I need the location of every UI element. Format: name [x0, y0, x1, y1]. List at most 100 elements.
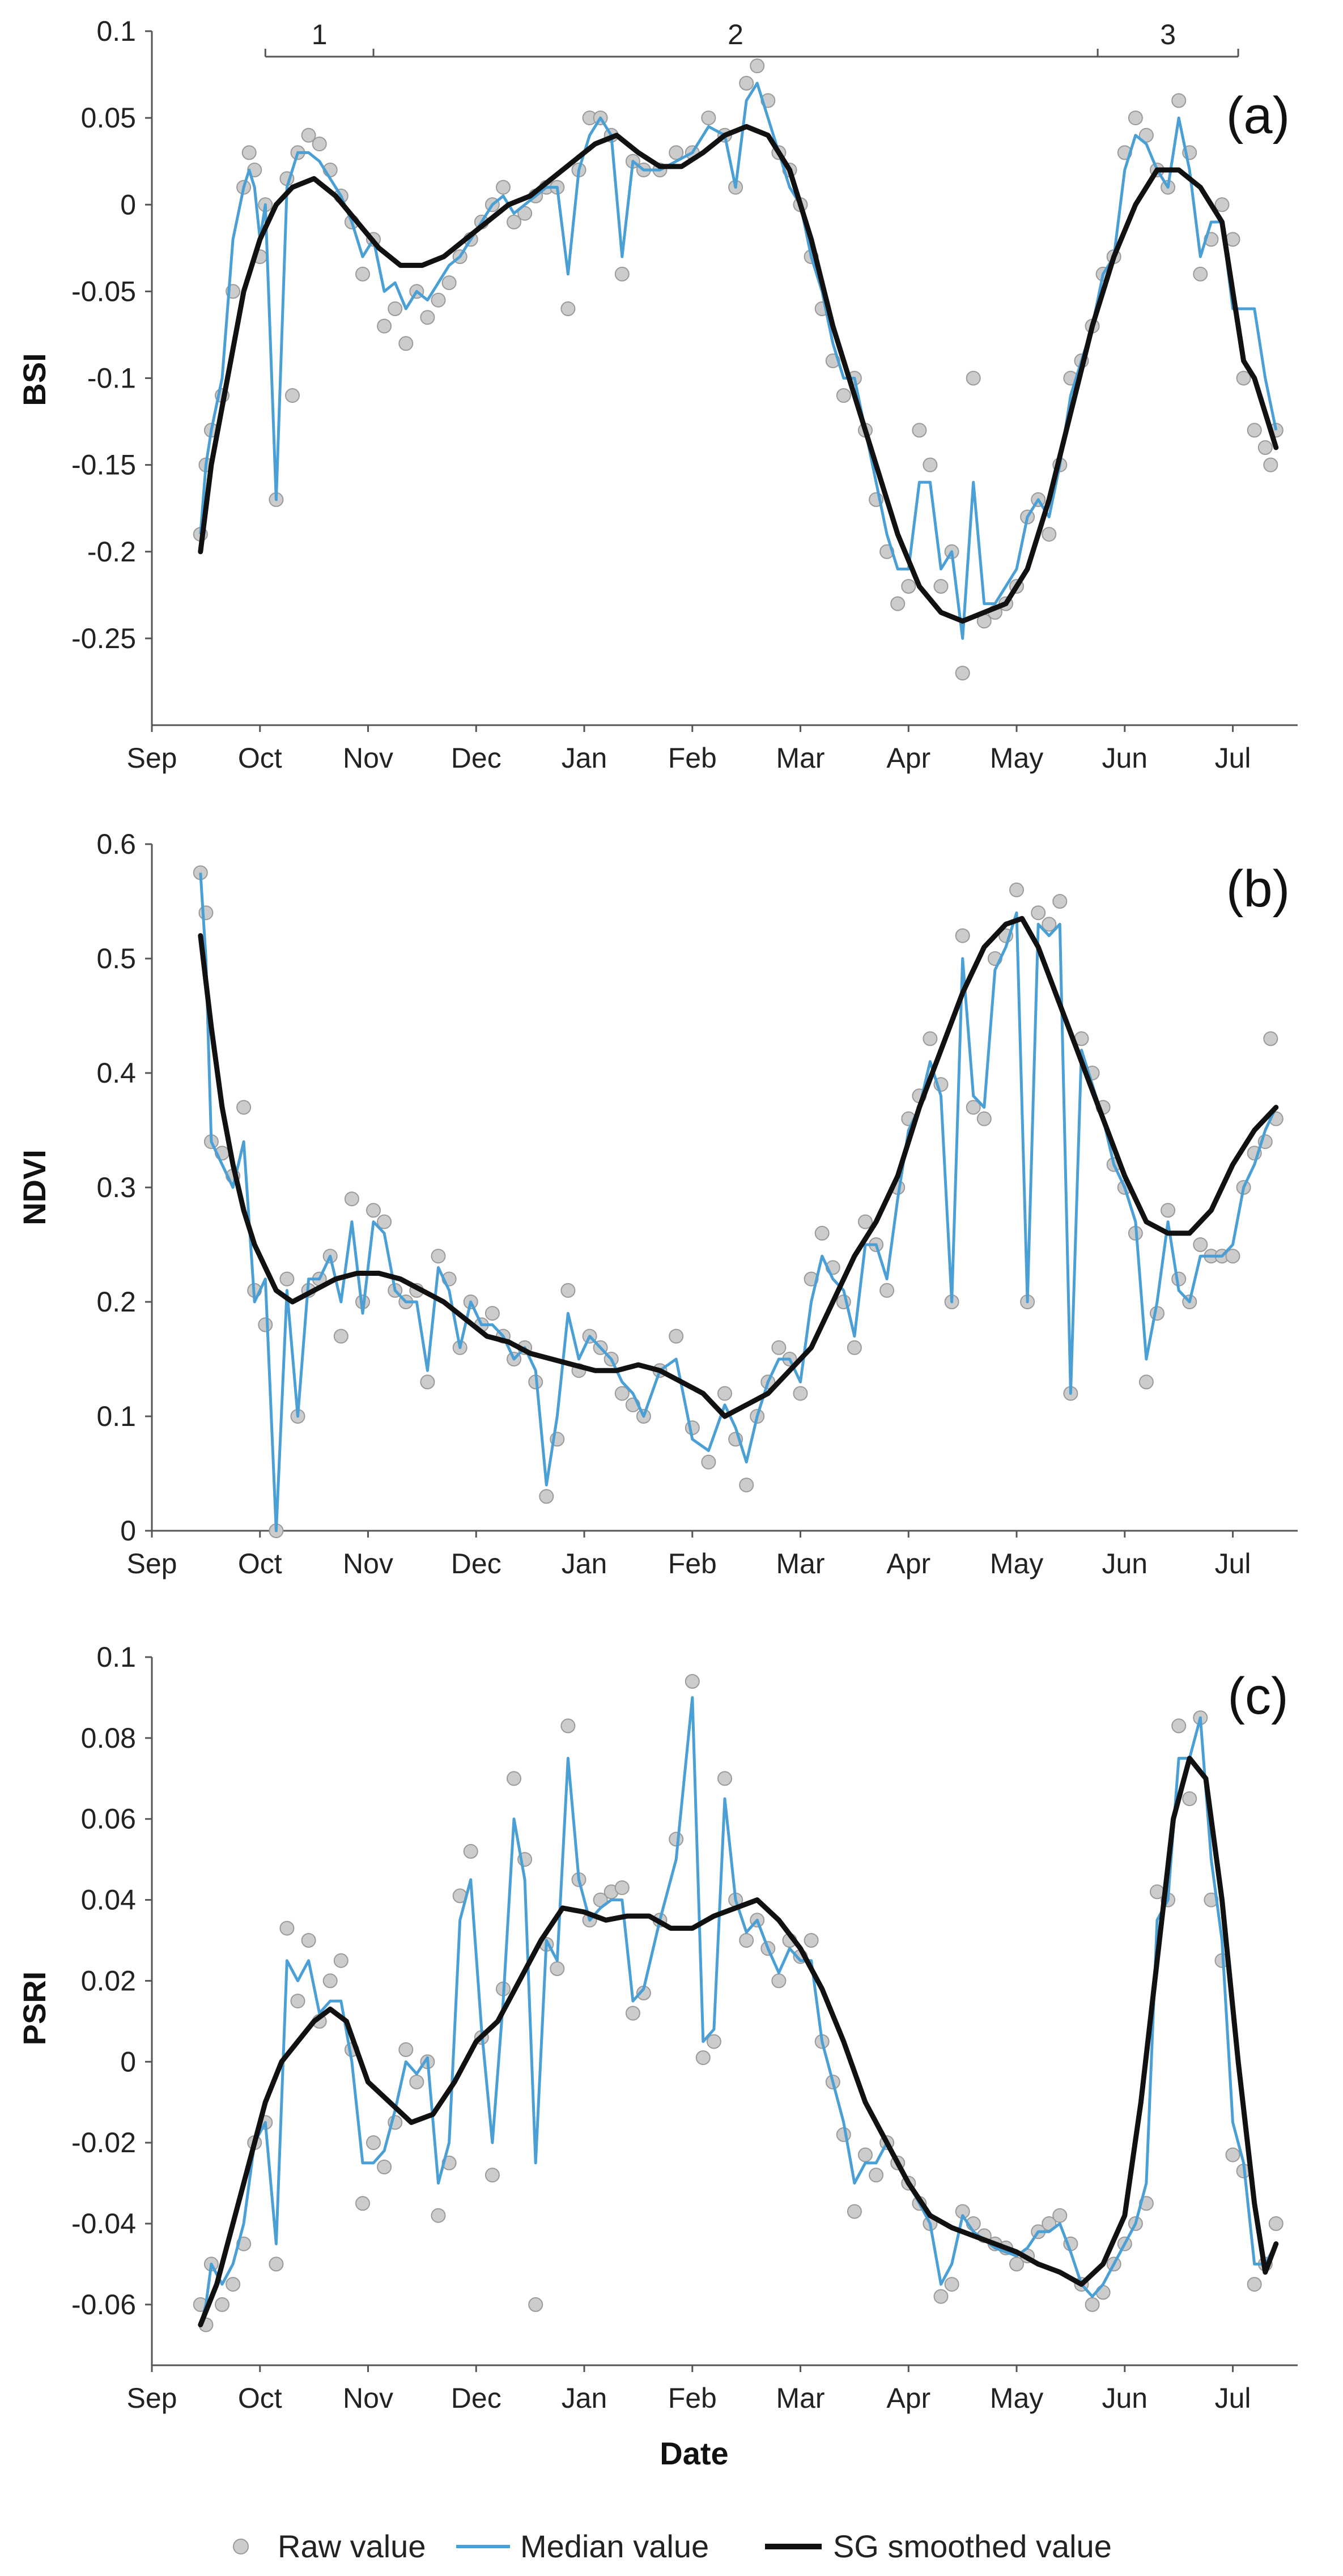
x-tick-label: Oct	[238, 1548, 282, 1579]
x-tick-label: Jan	[562, 742, 607, 774]
median-line	[199, 1696, 1278, 2326]
raw-point	[1042, 917, 1057, 932]
raw-point	[858, 1214, 873, 1229]
panel-1: -0.25 -0.2 -0.15 -0.1 -0.05 0 0.05 0.1 Sep Oct Nov…	[16, 15, 1298, 774]
raw-point	[847, 1340, 862, 1355]
y-tick-label: 0	[120, 189, 136, 220]
y-tick-label: 0.3	[96, 1172, 136, 1203]
raw-point	[625, 2006, 640, 2021]
legend-raw-label: Raw value	[278, 2528, 426, 2564]
raw-point	[377, 318, 392, 334]
raw-point	[912, 423, 927, 438]
raw-point	[507, 214, 521, 229]
y-tick-label: 0.05	[81, 102, 136, 134]
x-tick-label: Dec	[451, 1548, 502, 1579]
raw-point	[431, 1249, 446, 1264]
raw-point	[717, 1771, 732, 1786]
raw-point	[1263, 457, 1278, 472]
y-tick-label: -0.25	[71, 623, 136, 654]
x-tick-label: Jan	[562, 2382, 607, 2414]
x-tick-label: Jul	[1215, 742, 1251, 774]
raw-point	[312, 137, 327, 152]
raw-point	[409, 2075, 424, 2089]
legend: Raw value Median value SG smoothed value	[233, 2528, 1112, 2564]
y-tick-label: -0.02	[71, 2127, 136, 2158]
x-tick-label: Oct	[238, 742, 282, 774]
y-tick-label: 0.4	[96, 1057, 136, 1089]
raw-point	[1009, 882, 1024, 897]
raw-point	[717, 1386, 732, 1401]
raw-point	[695, 2050, 711, 2066]
raw-point	[1171, 1718, 1187, 1734]
legend-median-label: Median value	[520, 2528, 709, 2564]
raw-point	[388, 301, 403, 316]
x-tick-label: Nov	[343, 2382, 393, 2414]
raw-point	[701, 1454, 716, 1470]
raw-point	[1052, 894, 1068, 909]
x-tick-label: Jun	[1102, 742, 1148, 774]
raw-point	[1268, 2216, 1284, 2231]
x-tick-label: Nov	[343, 1548, 393, 1579]
x-tick-label: Feb	[668, 2382, 717, 2414]
raw-point	[793, 1386, 808, 1401]
raw-point	[1052, 2208, 1068, 2223]
x-tick-label: Mar	[776, 742, 824, 774]
panel-tag: (a)	[1226, 87, 1290, 144]
raw-point	[1138, 127, 1154, 143]
x-axis-title: Date	[660, 2436, 728, 2471]
raw-point	[1263, 1031, 1278, 1046]
raw-point	[858, 2147, 873, 2162]
raw-point	[701, 110, 716, 126]
x-tick-label: Feb	[668, 1548, 717, 1579]
raw-point	[241, 145, 257, 160]
raw-point	[771, 1973, 787, 1989]
x-tick-label: May	[990, 742, 1043, 774]
raw-point	[814, 1225, 830, 1241]
raw-point	[804, 1933, 819, 1948]
raw-point	[1214, 197, 1230, 212]
raw-point	[739, 1478, 754, 1493]
raw-point	[463, 1843, 478, 1859]
raw-points	[193, 1674, 1284, 2332]
raw-point	[933, 2289, 949, 2304]
raw-point	[1042, 527, 1057, 542]
raw-point	[739, 1933, 754, 1948]
raw-point	[236, 1100, 252, 1115]
raw-point	[355, 266, 370, 282]
raw-point	[279, 1921, 295, 1936]
phase-label: 2	[728, 19, 743, 50]
raw-point	[923, 457, 938, 472]
y-axis-title: NDVI	[16, 1149, 52, 1225]
x-tick-label: Jul	[1215, 2382, 1251, 2414]
y-tick-label: -0.04	[71, 2208, 136, 2239]
raw-points	[193, 58, 1284, 681]
x-tick-label: Apr	[886, 2382, 930, 2414]
raw-point	[517, 206, 533, 221]
y-tick-label: 0.04	[81, 1884, 136, 1916]
raw-point	[739, 75, 754, 91]
x-tick-label: Sep	[127, 2382, 177, 2414]
y-tick-label: 0	[120, 2046, 136, 2077]
raw-point	[955, 928, 970, 943]
raw-point	[869, 2168, 884, 2183]
median-line	[199, 872, 1278, 1532]
y-tick-label: 0.02	[81, 1965, 136, 1996]
raw-point	[560, 1283, 576, 1298]
phase-label: 3	[1160, 19, 1176, 50]
raw-point	[420, 1374, 435, 1390]
sg-smoothed-line	[198, 916, 1279, 1419]
x-tick-label: Feb	[668, 742, 717, 774]
y-tick-label: 0.06	[81, 1803, 136, 1835]
x-tick-label: Sep	[127, 1548, 177, 1579]
raw-point	[398, 336, 414, 351]
raw-point	[484, 2168, 500, 2183]
legend-sg-label: SG smoothed value	[833, 2528, 1112, 2564]
raw-point	[901, 579, 916, 594]
raw-point	[976, 1111, 992, 1126]
x-tick-label: Dec	[451, 742, 502, 774]
x-tick-label: Jun	[1102, 2382, 1148, 2414]
raw-point	[1085, 2297, 1100, 2312]
raw-point	[836, 388, 851, 403]
raw-point	[258, 1317, 273, 1332]
raw-point	[377, 2160, 392, 2174]
